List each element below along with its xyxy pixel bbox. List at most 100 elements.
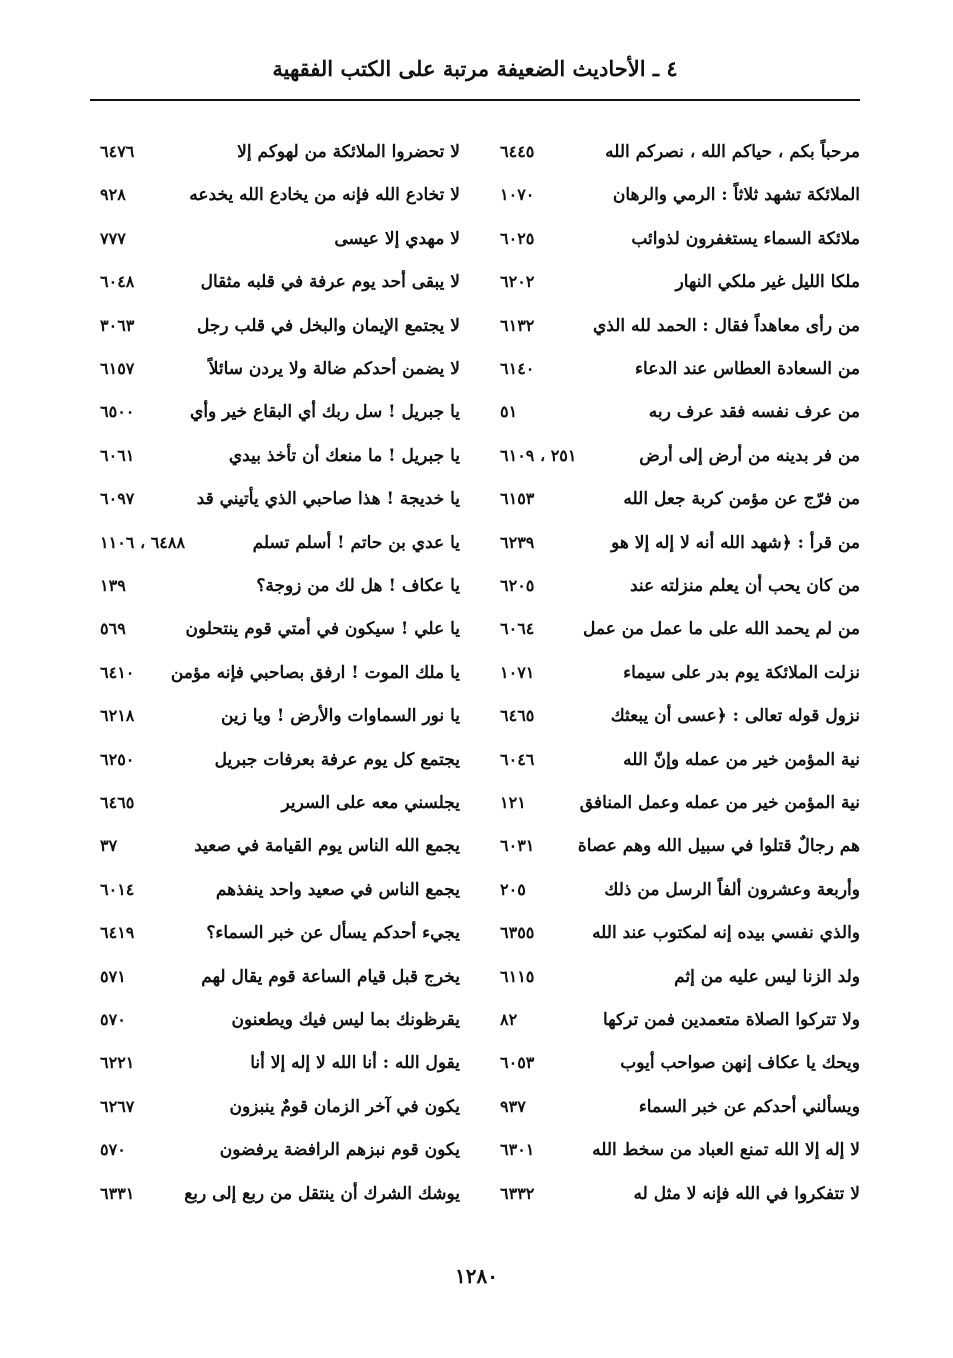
index-entry: من عرف نفسه فقد عرف ربه ٥١ [460,394,860,430]
index-entry: يا خديجة ! هذا صاحبي الذي يأتيني قد ٦٠٩٧ [60,481,460,517]
index-entry: لا إله إلا الله تمنع العباد من سخط الله ٦… [460,1132,860,1168]
index-entry: من لم يحمد الله على ما عمل من عمل ٦٠٦٤ [460,611,860,647]
hadith-text: يا علي ! سيكون في أمتي قوم ينتحلون [185,619,461,640]
hadith-number: ٦٢٦٧ [100,1096,135,1116]
index-entry: من كان يحب أن يعلم منزلته عند ٦٢٠٥ [460,568,860,604]
hadith-text: يا عكاف ! هل لك من زوجة؟ [256,576,460,596]
hadith-number: ٦١٣٢ [500,315,535,335]
hadith-number: ٦٤٦٥ [500,706,535,726]
hadith-number: ٥٧٠ [100,1010,126,1029]
hadith-number: ٦٢٢١ [100,1053,135,1073]
hadith-number: ٣٧ [100,836,118,856]
index-entry: ولا تتركوا الصلاة متعمدين فمن تركها ٨٢ [460,1002,860,1038]
hadith-text: من قرأ : ﴿شهد الله أنه لا إله إلا هو [611,532,860,553]
index-entry: الملائكة تشهد ثلاثاً : الرمي والرهان ١٠٧٠ [460,177,860,213]
hadith-number: ٦٣٣١ [100,1183,135,1203]
hadith-number: ٢٥١ ، ٦١٠٩ [500,445,577,465]
index-entry: وأربعة وعشرون ألفاً الرسل من ذلك ٢٠٥ [460,872,860,908]
hadith-number: ٦١١٥ [500,966,535,986]
hadith-text: من فرّج عن مؤمن كربة جعل الله [623,489,860,510]
hadith-text: يا جبريل ! سل ربك أي البقاع خير وأي [190,402,460,423]
index-entry: يا جبريل ! سل ربك أي البقاع خير وأي ٦٥٠٠ [60,394,460,430]
hadith-text: يوشك الشرك أن ينتقل من ربع إلى ربع [184,1183,460,1204]
index-entry: لا يجتمع الإيمان والبخل في قلب رجل ٣٠٦٣ [60,308,460,344]
hadith-text: من فر بدينه من أرض إلى أرض [639,445,860,466]
index-entry: يا نور السماوات والأرض ! ويا زين ٦٢١٨ [60,698,460,734]
index-entry: يجتمع كل يوم عرفة بعرفات جبريل ٦٢٥٠ [60,742,460,778]
index-entry: نزول قوله تعالى : ﴿عسى أن يبعثك ٦٤٦٥ [460,698,860,734]
hadith-text: يجلسني معه على السرير [281,793,460,813]
hadith-text: لا تتفكروا في الله فإنه لا مثل له [633,1183,860,1204]
hadith-text: لا إله إلا الله تمنع العباد من سخط الله [592,1140,860,1161]
hadith-number: ٦١٥٣ [500,489,535,509]
hadith-number: ٦٤١٠ [100,662,135,682]
hadith-text: من لم يحمد الله على ما عمل من عمل [583,619,860,640]
hadith-text: ويحك يا عكاف إنهن صواحب أيوب [620,1053,860,1074]
hadith-text: ولا تتركوا الصلاة متعمدين فمن تركها [602,1010,860,1030]
index-entry: ويسألني أحدكم عن خبر السماء ٩٣٧ [460,1089,860,1125]
index-entry: يقرظونك بما ليس فيك ويطعنون ٥٧٠ [60,1002,460,1038]
hadith-number: ٦١٥٧ [100,359,135,378]
hadith-text: يا عدي بن حاتم ! أسلم تسلم [252,532,460,553]
hadith-number: ٦٢١٨ [100,706,135,726]
hadith-text: لا تخادع الله فإنه من يخادع الله يخدعه [189,185,460,206]
hadith-number: ٥٦٩ [100,619,126,639]
index-entry: يا ملك الموت ! ارفق بصاحبي فإنه مؤمن ٦٤١٠ [60,655,460,691]
index-entry: يقول الله : أنا الله لا إله إلا أنا ٦٢٢١ [60,1045,460,1081]
index-entry: من فرّج عن مؤمن كربة جعل الله ٦١٥٣ [460,481,860,517]
hadith-number: ٦٠٦٤ [500,619,535,639]
hadith-number: ٦٠١٤ [100,879,135,899]
hadith-number: ٦٣٥٥ [500,923,535,943]
index-entry: يجمع الناس في صعيد واحد ينفذهم ٦٠١٤ [60,872,460,908]
index-entry: ملكا الليل غير ملكي النهار ٦٢٠٢ [460,264,860,300]
hadith-text: يا خديجة ! هذا صاحبي الذي يأتيني قد [196,489,460,510]
hadith-number: ٦٤١٩ [100,923,135,943]
hadith-text: والذي نفسي بيده إنه لمكتوب عند الله [592,923,860,944]
hadith-number: ٦٠٦١ [100,445,135,465]
hadith-number: ٦١٤٠ [500,359,535,378]
hadith-text: لا يجتمع الإيمان والبخل في قلب رجل [197,315,460,336]
hadith-text: من كان يحب أن يعلم منزلته عند [629,576,860,596]
hadith-number: ٨٢ [500,1010,518,1029]
hadith-number: ٩٢٨ [100,185,126,205]
hadith-number: ٦٢٣٩ [500,532,535,552]
index-entry: هم رجالٌ قتلوا في سبيل الله وهم عصاة ٦٠٣١ [460,828,860,864]
index-entry: ويحك يا عكاف إنهن صواحب أيوب ٦٠٥٣ [460,1045,860,1081]
hadith-number: ٦٠٢٥ [500,228,535,248]
hadith-text: نزول قوله تعالى : ﴿عسى أن يبعثك [610,706,860,727]
index-entry: لا تتفكروا في الله فإنه لا مثل له ٦٣٣٢ [460,1176,860,1212]
hadith-number: ٦٢٠٥ [500,576,535,595]
index-entry: يكون في آخر الزمان قومٌ ينبزون ٦٢٦٧ [60,1089,460,1125]
hadith-number: ٣٠٦٣ [100,315,135,335]
index-entry: من رأى معاهداً فقال : الحمد لله الذي ٦١٣٢ [460,308,860,344]
hadith-number: ٦٢٥٠ [100,749,135,769]
index-entry: من قرأ : ﴿شهد الله أنه لا إله إلا هو ٦٢٣٩ [460,525,860,561]
index-entry: نزلت الملائكة يوم بدر على سيماء ١٠٧١ [460,655,860,691]
index-entry: لا يبقى أحد يوم عرفة في قلبه مثقال ٦٠٤٨ [60,264,460,300]
hadith-text: نزلت الملائكة يوم بدر على سيماء [623,662,860,683]
hadith-number: ٦٤٦٥ [100,793,135,812]
index-entry: يا عدي بن حاتم ! أسلم تسلم ٦٤٨٨ ، ١١٠٦ [60,525,460,561]
hadith-text: ولد الزنا ليس عليه من إثم [674,966,860,987]
hadith-number: ٦٠٣١ [500,836,535,856]
index-entry: يا عكاف ! هل لك من زوجة؟ ١٣٩ [60,568,460,604]
hadith-text: يقرظونك بما ليس فيك ويطعنون [231,1010,460,1030]
index-entry: لا تحضروا الملائكة من لهوكم إلا ٦٤٧٦ [60,134,460,170]
hadith-number: ٦٥٠٠ [100,402,135,422]
page-number: ١٢٨٠ [455,1264,498,1288]
hadith-text: يجتمع كل يوم عرفة بعرفات جبريل [214,749,460,770]
hadith-number: ١٠٧١ [500,662,535,682]
hadith-number: ١٢١ [500,793,526,812]
index-entry: مرحباً بكم ، حياكم الله ، نصركم الله ٦٤٤٥ [460,134,860,170]
hadith-number: ٦٣٣٢ [500,1183,535,1203]
index-entry: لا يضمن أحدكم ضالة ولا يردن سائلاً ٦١٥٧ [60,351,460,387]
hadith-text: يا نور السماوات والأرض ! ويا زين [220,706,460,727]
index-entry: يا جبريل ! ما منعك أن تأخذ بيدي ٦٠٦١ [60,438,460,474]
hadith-text: من رأى معاهداً فقال : الحمد لله الذي [592,315,860,336]
hadith-number: ٦٠٤٦ [500,749,535,769]
hadith-number: ٥٧٠ [100,1140,126,1160]
hadith-text: لا يضمن أحدكم ضالة ولا يردن سائلاً [208,359,460,379]
hadith-text: ويسألني أحدكم عن خبر السماء [638,1096,860,1117]
hadith-text: يجمع الناس في صعيد واحد ينفذهم [215,879,460,900]
index-entry: يجيء أحدكم يسأل عن خبر السماء؟ ٦٤١٩ [60,915,460,951]
